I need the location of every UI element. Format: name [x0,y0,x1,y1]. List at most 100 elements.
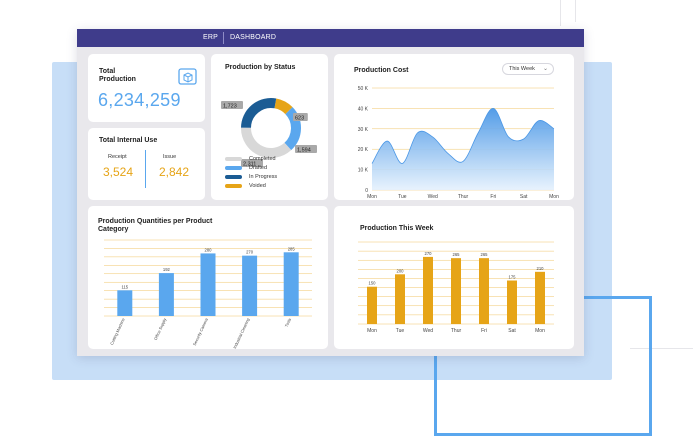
decorative-line [560,0,561,26]
cost-y-tick-label: 40 K [358,106,369,112]
dashboard-window: ERP DASHBOARD Total Production 6,234,259… [77,29,584,356]
bar [200,253,216,316]
legend-label: Voided [249,183,266,189]
top-bar: ERP DASHBOARD [77,29,584,47]
production-by-status-card: Production by Status 1,723 623 1,594 2,311 … [211,54,328,200]
section-title[interactable]: DASHBOARD [230,34,277,41]
cost-x-tick-label: Mon [367,194,377,200]
status-callout-label: 1,594 [297,148,311,154]
legend-label: In Progress [249,174,278,180]
bar [395,274,405,324]
cost-area [372,108,554,190]
status-title: Production by Status [225,64,296,71]
status-callout-label: 2,311 [243,162,256,168]
receipt-label: Receipt [108,154,127,160]
donut-slice-in-progress [241,98,277,129]
bar-value-label: 270 [246,250,254,255]
cost-y-tick-label: 0 [365,188,368,194]
status-callout-box [293,113,308,121]
legend-swatch [225,157,242,161]
bar-value-label: 192 [163,267,171,272]
cost-title: Production Cost [354,67,409,74]
total-production-title: Total Production [99,68,136,83]
topbar-divider [223,32,224,44]
bar-category-label: Security Camera [192,317,209,347]
legend-item-in-progress: In Progress [225,174,277,180]
production-this-week-card: Production This Week 150 Mon 200 Tue 270 Wed 2… [334,206,574,349]
bar-value-label: 200 [397,268,405,273]
cost-x-tick-label: Tue [398,194,407,200]
week-bar-chart: 150 Mon 200 Tue 270 Wed 265 Thur 265 Fri 175 Sat 210… [358,241,554,334]
legend-swatch [225,175,242,179]
legend-item-drafted: Drafted [225,165,267,171]
bar-value-label: 175 [509,275,517,280]
internal-use-title: Total Internal Use [99,137,158,144]
cost-area-chart: 0 10 K 20 K 30 K 40 K 50 K Mon Tue Wed Thur Fri Sat… [358,86,559,200]
legend-swatch [225,166,242,170]
chevron-down-icon: ⌄ [542,66,548,72]
legend-label: Completed [249,156,276,162]
cost-y-tick-label: 50 K [358,86,369,92]
bar [451,258,461,324]
decorative-line [630,348,693,349]
week-title: Production This Week [360,225,434,232]
status-callout-box [241,159,263,167]
period-select[interactable]: This Week ⌄ [502,63,554,75]
donut-slice-drafted [284,107,301,151]
legend-label: Drafted [249,165,268,171]
cost-x-tick-label: Mon [549,194,559,200]
bar [367,286,377,324]
cost-x-tick-label: Thur [458,194,469,200]
bar-category-label: Mon [367,328,377,334]
legend-item-voided: Voided [225,183,266,189]
cost-line [371,108,555,164]
status-callout-label: 1,723 [223,104,237,110]
bar [117,290,133,316]
donut-slice-voided [274,98,293,115]
bar-value-label: 265 [481,252,489,257]
legend-swatch [225,184,242,188]
bar-category-label: Mon [535,328,545,334]
bar-value-label: 265 [453,252,461,257]
status-callout-label: 623 [295,116,304,122]
divider [145,150,146,188]
bar [507,280,517,324]
bar-category-label: Thur [451,328,462,334]
bar-value-label: 285 [288,246,296,251]
total-production-value: 6,234,259 [98,90,181,110]
bar-value-label: 280 [205,247,213,252]
total-internal-use-card: Total Internal Use Receipt 3,524 Issue 2… [88,128,205,200]
total-production-card: Total Production 6,234,259 [88,54,205,122]
app-name[interactable]: ERP [203,34,218,41]
bar-category-label: Tools [284,317,292,328]
bar-value-label: 210 [537,266,545,271]
receipt-value: 3,524 [103,165,134,179]
bar-category-label: Fri [481,328,487,334]
cost-y-tick-label: 10 K [358,168,369,174]
status-callout-box [221,101,243,109]
cost-y-tick-label: 30 K [358,127,369,133]
donut-slice-completed [241,127,292,158]
issue-label: Issue [163,154,177,160]
cost-x-tick-label: Wed [428,194,438,200]
legend-item-completed: Completed [225,156,276,162]
production-cost-card: Production Cost This Week ⌄ 0 10 K 20 K 30 … [334,54,574,200]
status-donut-chart: 1,723 623 1,594 2,311 [221,98,317,168]
cost-x-tick-label: Fri [490,194,496,200]
bar [158,273,174,316]
box-icon [178,68,197,85]
cost-y-tick-label: 20 K [358,147,369,153]
quantities-title: Production Quantities per Product Catego… [98,218,213,233]
production-quantities-card: Production Quantities per Product Catego… [88,206,328,349]
bar [283,252,299,316]
bar-category-label: Tue [396,328,405,334]
bar-value-label: 115 [121,284,128,289]
issue-value: 2,842 [159,165,190,179]
period-select-value: This Week [509,66,535,72]
bar-value-label: 270 [425,251,433,256]
decorative-line [575,0,576,22]
bar-category-label: Wed [423,328,433,334]
bar-value-label: 150 [369,281,377,286]
bar-category-label: Industrial Cleaning [232,317,251,349]
bar-category-label: Sat [508,328,516,334]
